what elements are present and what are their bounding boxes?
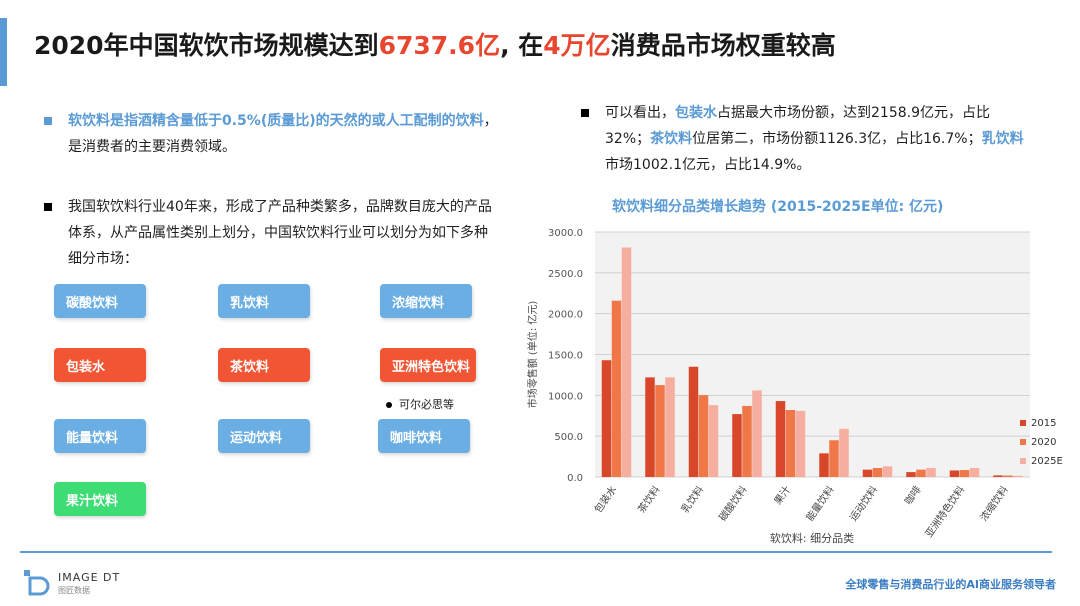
definition-bullet: 软饮料是指酒精含量低于0.5%(质量比)的天然的或人工配制的饮料，是消费者的主要… xyxy=(44,108,508,160)
y-tick-label: 2500.0 xyxy=(548,269,583,280)
tag-packaged-water: 包装水 xyxy=(54,348,146,382)
legend-swatch-2025E xyxy=(1020,458,1026,464)
x-tick-label: 咖啡 xyxy=(902,484,923,507)
x-tick-label: 包装水 xyxy=(591,483,619,515)
footer-divider xyxy=(20,551,1052,553)
x-tick-label: 亚洲特色饮料 xyxy=(922,483,967,540)
bar-2025E-7 xyxy=(926,468,936,477)
square-bullet-icon xyxy=(581,109,589,117)
bar-2020-2 xyxy=(698,395,709,477)
x-tick-label: 能量饮料 xyxy=(803,483,837,523)
bar-2015-5 xyxy=(819,453,829,477)
tag-carbonated: 碳酸饮料 xyxy=(54,284,146,318)
y-tick-label: 500.0 xyxy=(554,432,583,443)
x-axis-label: 软饮料: 细分品类 xyxy=(770,531,854,545)
bar-2015-0 xyxy=(601,360,612,477)
legend-label-2025E: 2025E xyxy=(1031,456,1063,467)
tag-asian-specialty: 亚洲特色饮料 xyxy=(380,348,476,382)
bar-2015-9 xyxy=(993,475,1003,477)
x-tick-label: 运动饮料 xyxy=(847,483,881,523)
bar-2020-3 xyxy=(742,405,752,477)
bar-2020-0 xyxy=(611,300,622,477)
analysis-bullet: 可以看出，包装水占据最大市场份额，达到2158.9亿元，占比32%；茶饮料位居第… xyxy=(581,100,1025,178)
y-tick-label: 3000.0 xyxy=(548,228,583,239)
bar-2020-8 xyxy=(959,470,970,477)
logo-subtext: 图匠数据 xyxy=(58,586,90,595)
bar-2020-4 xyxy=(785,410,796,477)
y-tick-label: 2000.0 xyxy=(548,310,583,321)
bar-2025E-2 xyxy=(708,405,719,477)
tag-tea: 茶饮料 xyxy=(218,348,310,382)
title-highlight-size: 6737.6亿 xyxy=(378,31,501,60)
x-tick-label: 果汁 xyxy=(771,483,793,507)
x-tick-label: 茶饮料 xyxy=(635,483,663,515)
bar-2025E-8 xyxy=(969,468,980,477)
footer-slogan: 全球零售与消费品行业的AI商业服务领导者 xyxy=(845,578,1056,591)
y-tick-label: 1500.0 xyxy=(548,351,583,362)
bar-2025E-3 xyxy=(752,390,762,477)
x-tick-label: 碳酸饮料 xyxy=(716,483,750,523)
bar-2025E-6 xyxy=(882,466,893,477)
asian-specialty-note: 可尔必思等 xyxy=(386,396,454,412)
logo-text: IMAGE DT xyxy=(58,571,121,584)
tag-energy: 能量饮料 xyxy=(54,419,146,453)
bar-2020-9 xyxy=(1003,475,1013,477)
x-tick-label: 浓缩饮料 xyxy=(977,483,1011,523)
bar-2015-1 xyxy=(645,377,655,477)
bar-2015-3 xyxy=(732,414,742,477)
tag-juice: 果汁饮料 xyxy=(54,482,146,516)
bar-2015-6 xyxy=(862,469,873,477)
bar-2015-2 xyxy=(688,366,699,477)
bar-2015-8 xyxy=(949,470,960,477)
legend-swatch-2020 xyxy=(1020,439,1026,445)
imagedt-logo-icon xyxy=(24,570,50,596)
bar-2020-1 xyxy=(655,385,665,477)
chart-title: 软饮料细分品类增长趋势 (2015-2025E单位: 亿元) xyxy=(612,199,944,215)
square-bullet-icon xyxy=(44,117,52,125)
tag-coffee: 咖啡饮料 xyxy=(378,419,470,453)
industry-bullet: 我国软饮料行业40年来，形成了产品种类繁多，品牌数目庞大的产品体系，从产品属性类… xyxy=(44,194,500,272)
dot-bullet-icon xyxy=(386,402,392,408)
bar-2025E-4 xyxy=(795,410,806,477)
title-highlight-market: 4万亿 xyxy=(543,31,611,60)
legend-swatch-2015 xyxy=(1020,420,1026,426)
bar-2025E-1 xyxy=(665,377,675,477)
square-bullet-icon xyxy=(44,203,52,211)
bar-2025E-5 xyxy=(839,428,849,477)
bar-2015-7 xyxy=(906,472,916,477)
bar-2020-6 xyxy=(872,468,883,477)
bar-2025E-9 xyxy=(1013,475,1023,477)
title-accent-bar xyxy=(0,18,7,86)
legend-label-2020: 2020 xyxy=(1031,437,1056,448)
bar-2020-5 xyxy=(829,440,839,477)
legend-label-2015: 2015 xyxy=(1031,418,1056,429)
y-tick-label: 1000.0 xyxy=(548,391,583,402)
tag-concentrate: 浓缩饮料 xyxy=(380,284,472,318)
page-title: 2020年中国软饮市场规模达到6737.6亿, 在4万亿消费品市场权重较高 xyxy=(34,31,836,60)
y-axis-label: 市场零售额 (单位: 亿元) xyxy=(526,301,539,409)
tag-sports: 运动饮料 xyxy=(218,419,310,453)
y-tick-label: 0.0 xyxy=(567,473,583,484)
bar-2025E-0 xyxy=(621,247,632,477)
bar-2015-4 xyxy=(775,401,786,477)
market-bar-chart: 0.0 500.0 1000.0 1500.0 2000.0 2500.0 3000.0 包装… xyxy=(526,228,1063,545)
tag-dairy: 乳饮料 xyxy=(218,284,310,318)
bar-2020-7 xyxy=(916,469,926,477)
x-tick-label: 乳饮料 xyxy=(678,483,706,515)
